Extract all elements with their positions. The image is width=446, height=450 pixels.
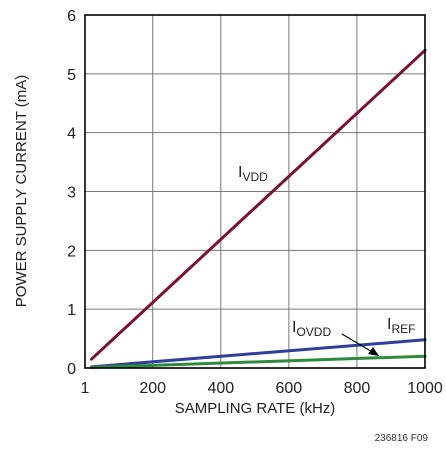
label-iref: IREF <box>387 316 415 336</box>
y-axis-title: POWER SUPPLY CURRENT (mA) <box>13 75 30 308</box>
y-tick-label: 1 <box>67 302 76 319</box>
series-line-vdd <box>89 48 427 361</box>
y-tick-label: 6 <box>67 8 76 25</box>
label-ivdd-main: I <box>238 164 242 181</box>
iovdd-arrowhead <box>368 347 379 356</box>
x-tick-label: 600 <box>276 380 303 397</box>
x-axis-title: SAMPLING RATE (kHz) <box>175 400 336 417</box>
series-lines <box>89 48 427 369</box>
y-tick-label: 5 <box>67 67 76 84</box>
label-ivdd-sub: VDD <box>242 170 268 184</box>
x-tick-label: 1000 <box>407 380 443 397</box>
label-iref-sub: REF <box>391 322 415 336</box>
x-tick-label: 200 <box>139 380 166 397</box>
series-line-ref <box>89 354 427 369</box>
label-iovdd-sub: OVDD <box>296 325 331 339</box>
label-ivdd: IVDD <box>238 164 268 184</box>
y-tick-label: 0 <box>67 361 76 378</box>
label-iref-main: I <box>387 316 391 333</box>
iovdd-leader-arrow <box>341 333 375 354</box>
y-tick-label: 4 <box>67 126 76 143</box>
x-tick-label: 1 <box>81 380 90 397</box>
y-tick-label: 3 <box>67 185 76 202</box>
grid <box>85 15 425 368</box>
x-tick-label: 800 <box>344 380 371 397</box>
y-tick-label: 2 <box>67 243 76 260</box>
x-ticks: 1 200 400 600 800 1000 <box>81 380 443 397</box>
label-iovdd-main: I <box>292 319 296 336</box>
figure-id: 236816 F09 <box>375 433 429 444</box>
y-ticks: 0 1 2 3 4 5 6 <box>67 8 76 378</box>
series-line-ovdd <box>89 338 427 369</box>
x-tick-label: 400 <box>207 380 234 397</box>
plot-frame <box>84 14 426 369</box>
label-iovdd: IOVDD <box>292 319 331 339</box>
